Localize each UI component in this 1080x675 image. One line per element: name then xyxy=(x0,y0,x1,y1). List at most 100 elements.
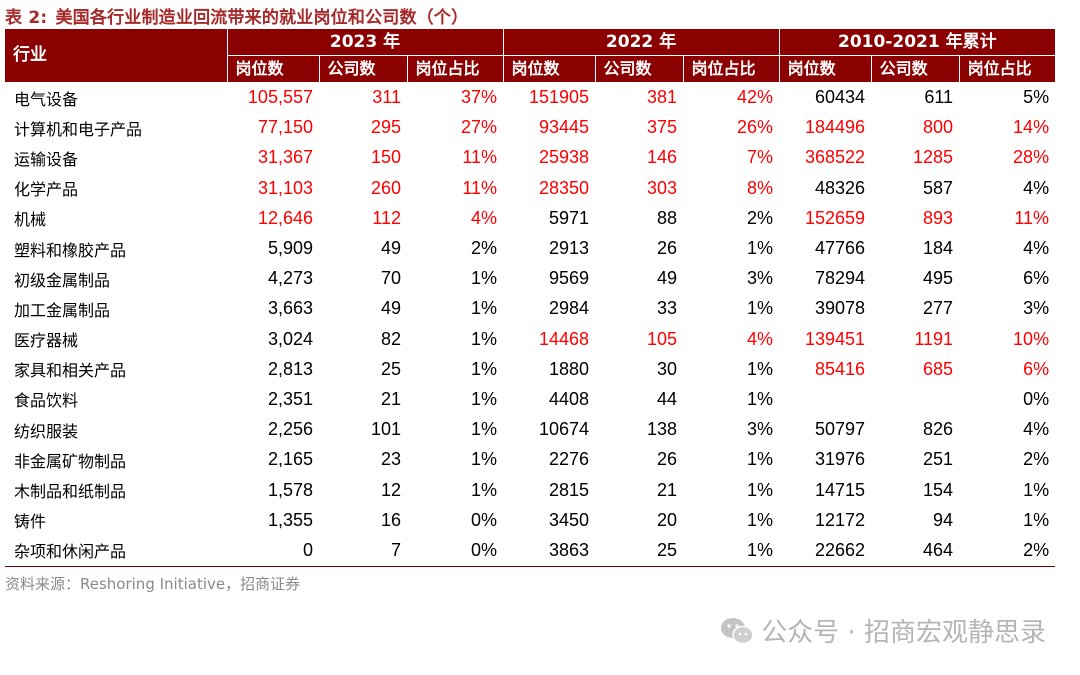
table-row: 纺织服装 2,256 101 1% 10674 138 3% 50797 826 4% xyxy=(5,415,1055,445)
cell-share-2023: 4% xyxy=(471,207,498,228)
cell-jobs-2010-2021: 50797 xyxy=(815,419,866,440)
cell-jobs-2022: 4408 xyxy=(548,388,590,409)
cell-jobs-2022: 151905 xyxy=(528,86,590,107)
cell-share-2022: 42% xyxy=(737,86,774,107)
cell-companies-2022: 381 xyxy=(646,86,678,107)
industry-name: 运输设备 xyxy=(14,149,79,169)
header-group-2023: 2023 年 xyxy=(226,29,504,56)
header-group-2010-2021: 2010-2021 年累计 xyxy=(778,29,1056,56)
industry-name: 医疗器械 xyxy=(14,331,79,351)
cell-companies-2023: 150 xyxy=(370,147,401,168)
cell-share-2023: 1% xyxy=(471,358,498,379)
cell-share-2022: 4% xyxy=(747,328,774,349)
cell-companies-2010-2021: 464 xyxy=(871,535,960,567)
cell-jobs-2022: 14468 xyxy=(538,328,590,349)
cell-companies-2023: 7 xyxy=(319,535,407,567)
cell-companies-2023: 23 xyxy=(380,449,401,470)
cell-jobs-2010-2021: 12172 xyxy=(815,509,866,530)
cell-jobs-2023: 0 xyxy=(227,535,319,567)
cell-companies-2022: 375 xyxy=(646,117,678,138)
industry-name: 木制品和纸制品 xyxy=(14,482,127,502)
cell-companies-2023: 21 xyxy=(380,388,401,409)
header-jobs: 岗位数 xyxy=(778,55,872,82)
cell-companies-2023: 311 xyxy=(372,86,401,107)
wechat-icon xyxy=(721,617,754,644)
cell-companies-2022: 146 xyxy=(646,147,678,168)
cell-jobs-2023: 31,367 xyxy=(257,147,313,168)
cell-jobs-2010-2021: 47766 xyxy=(815,238,866,259)
cell-share-2022: 1% xyxy=(747,298,774,319)
cell-companies-2010-2021: 251 xyxy=(923,449,954,470)
cell-companies-2010-2021: 1285 xyxy=(913,147,954,168)
cell-share-2022: 1% xyxy=(747,238,774,259)
header-jobs: 岗位数 xyxy=(226,55,319,82)
industry-name: 杂项和休闲产品 xyxy=(5,535,227,567)
industry-name: 家具和相关产品 xyxy=(14,361,127,381)
cell-companies-2023: 112 xyxy=(372,207,401,228)
cell-share-2010-2021: 1% xyxy=(1023,509,1050,530)
cell-companies-2023: 25 xyxy=(380,358,401,379)
cell-companies-2022: 44 xyxy=(657,388,678,409)
table-title-text: 美国各行业制造业回流带来的就业岗位和公司数（个） xyxy=(55,8,469,28)
industry-name: 纺织服装 xyxy=(14,421,79,441)
watermark-text: 公众号 · 招商宏观静思录 xyxy=(761,618,1046,648)
cell-companies-2010-2021: 893 xyxy=(923,207,954,228)
cell-jobs-2010-2021: 48326 xyxy=(815,177,866,198)
cell-jobs-2022: 5971 xyxy=(548,207,590,228)
cell-share-2010-2021: 3% xyxy=(1023,298,1050,319)
cell-companies-2023: 260 xyxy=(370,177,401,198)
cell-share-2023: 11% xyxy=(462,177,498,198)
cell-companies-2023: 70 xyxy=(380,268,401,289)
cell-companies-2010-2021: 800 xyxy=(923,117,954,138)
table-row: 电气设备 105,557 311 37% 151905 381 42% 60434 611 5% xyxy=(5,82,1055,113)
table-title: 表 2: 美国各行业制造业回流带来的就业岗位和公司数（个） xyxy=(5,3,468,28)
cell-share-2010-2021: 10% xyxy=(1013,328,1050,349)
cell-jobs-2023: 77,150 xyxy=(257,117,313,138)
cell-companies-2022: 25 xyxy=(595,535,684,567)
cell-share-2022: 1% xyxy=(747,449,774,470)
cell-jobs-2010-2021: 184496 xyxy=(804,117,866,138)
cell-share-2023: 1% xyxy=(471,268,498,289)
cell-companies-2023: 12 xyxy=(380,479,401,500)
cell-companies-2022: 20 xyxy=(657,509,678,530)
cell-jobs-2010-2021: 60434 xyxy=(815,86,866,107)
watermark: 公众号 · 招商宏观静思录 xyxy=(719,612,1046,649)
cell-share-2023: 1% xyxy=(471,449,498,470)
table-row: 运输设备 31,367 150 11% 25938 146 7% 368522 1285 28% xyxy=(5,143,1055,173)
cell-share-2010-2021: 14% xyxy=(1013,117,1050,138)
cell-companies-2023: 101 xyxy=(370,419,401,440)
cell-companies-2022: 49 xyxy=(657,268,678,289)
header-companies: 公司数 xyxy=(318,55,407,82)
cell-jobs-2023: 2,351 xyxy=(267,388,313,409)
cell-jobs-2010-2021: 152659 xyxy=(804,207,866,228)
cell-share-2023: 1% xyxy=(471,298,498,319)
cell-companies-2022: 303 xyxy=(646,177,678,198)
cell-share-2023: 1% xyxy=(471,328,498,349)
cell-jobs-2010-2021 xyxy=(779,384,871,414)
industry-name: 食品饮料 xyxy=(14,391,79,411)
header-job-share: 岗位占比 xyxy=(682,55,780,82)
cell-jobs-2023: 5,909 xyxy=(267,238,313,259)
cell-share-2010-2021: 5% xyxy=(1023,86,1050,107)
cell-share-2023: 1% xyxy=(471,419,498,440)
cell-jobs-2023: 105,557 xyxy=(247,86,313,107)
employment-table: 行业 2023 年 2022 年 2010-2021 年累计 岗位数 公司数 岗… xyxy=(5,29,1056,567)
table-row: 塑料和橡胶产品 5,909 49 2% 2913 26 1% 47766 184 4% xyxy=(5,233,1055,263)
industry-name: 塑料和橡胶产品 xyxy=(14,240,127,260)
cell-companies-2023: 82 xyxy=(380,328,401,349)
cell-jobs-2010-2021: 14715 xyxy=(815,479,866,500)
cell-companies-2023: 49 xyxy=(380,238,401,259)
cell-share-2010-2021: 6% xyxy=(1023,358,1050,379)
table-row: 计算机和电子产品 77,150 295 27% 93445 375 26% 184496 800… xyxy=(5,113,1055,143)
cell-companies-2022: 26 xyxy=(657,238,678,259)
cell-companies-2010-2021: 1191 xyxy=(914,328,954,349)
cell-jobs-2022: 93445 xyxy=(538,117,590,138)
cell-jobs-2010-2021: 78294 xyxy=(815,268,866,289)
cell-companies-2010-2021: 94 xyxy=(933,509,954,530)
table-row: 杂项和休闲产品 0 7 0% 3863 25 1% 22662 464 2% xyxy=(5,535,1056,567)
header-industry: 行业 xyxy=(5,29,227,83)
table-row: 铸件 1,355 16 0% 3450 20 1% 12172 94 1% xyxy=(5,505,1055,535)
cell-jobs-2010-2021: 368522 xyxy=(804,147,866,168)
cell-jobs-2010-2021: 39078 xyxy=(815,298,866,319)
cell-jobs-2023: 3,024 xyxy=(267,328,313,349)
